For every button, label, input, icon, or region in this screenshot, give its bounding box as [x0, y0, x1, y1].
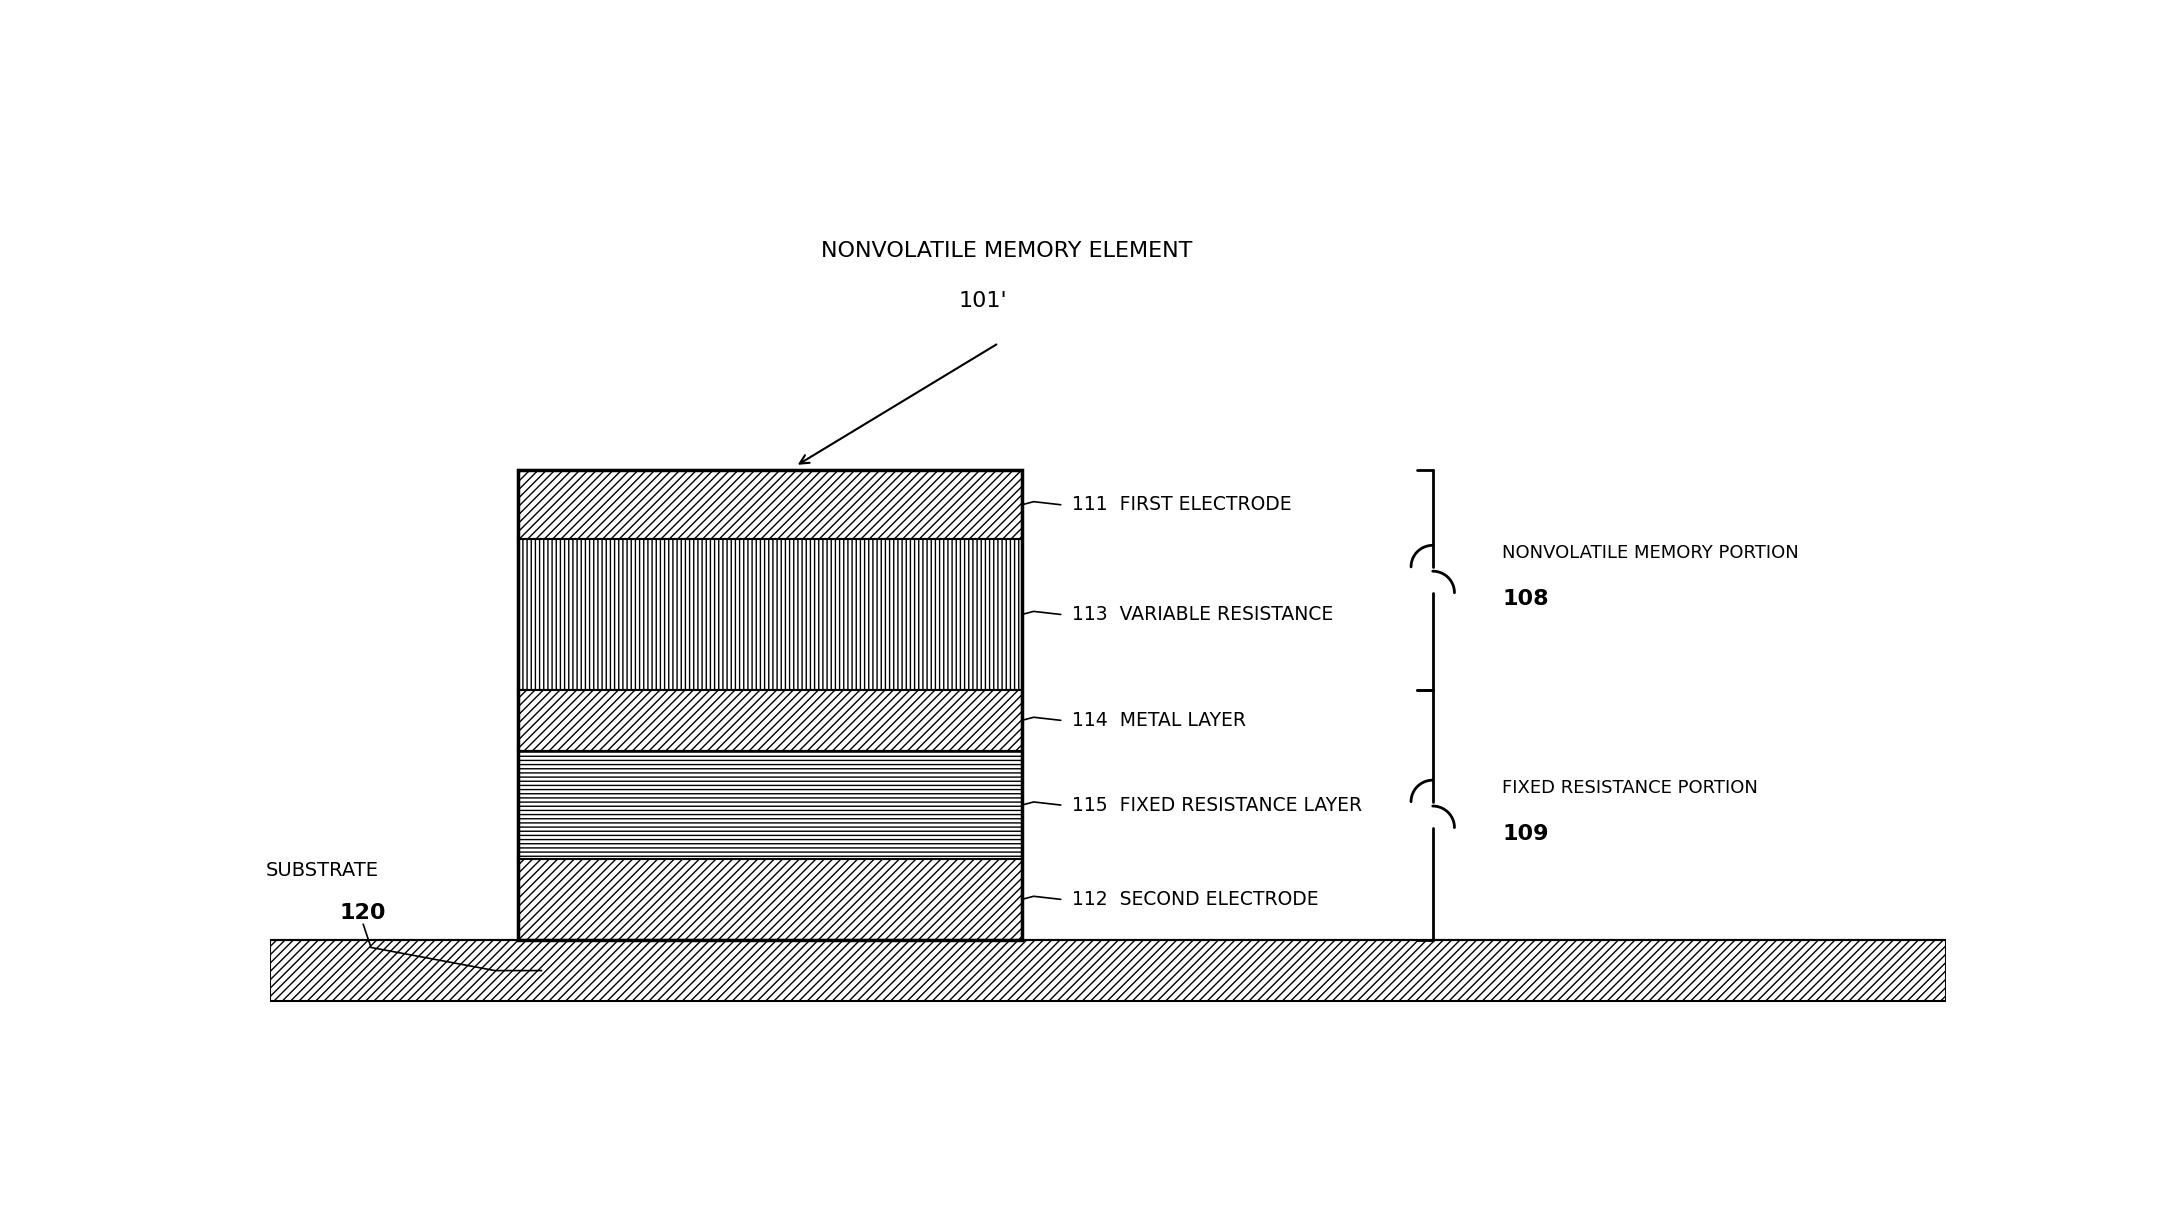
Text: 113  VARIABLE RESISTANCE: 113 VARIABLE RESISTANCE — [1072, 606, 1334, 624]
Text: 108: 108 — [1503, 589, 1550, 609]
Text: 112  SECOND ELECTRODE: 112 SECOND ELECTRODE — [1072, 890, 1319, 908]
Text: NONVOLATILE MEMORY ELEMENT: NONVOLATILE MEMORY ELEMENT — [822, 241, 1191, 260]
Text: 120: 120 — [339, 902, 387, 923]
Bar — [519, 858, 1023, 940]
Bar — [519, 689, 1023, 751]
Bar — [519, 751, 1023, 858]
Text: NONVOLATILE MEMORY PORTION: NONVOLATILE MEMORY PORTION — [1503, 544, 1799, 562]
Text: FIXED RESISTANCE PORTION: FIXED RESISTANCE PORTION — [1503, 778, 1758, 796]
Bar — [519, 471, 1023, 540]
Bar — [519, 471, 1023, 940]
Text: 109: 109 — [1503, 824, 1548, 844]
Text: 101': 101' — [960, 291, 1007, 311]
Text: 115  FIXED RESISTANCE LAYER: 115 FIXED RESISTANCE LAYER — [1072, 795, 1362, 815]
Bar — [270, 940, 1946, 1002]
Bar — [519, 540, 1023, 689]
Text: 111  FIRST ELECTRODE: 111 FIRST ELECTRODE — [1072, 495, 1293, 514]
Text: 114  METAL LAYER: 114 METAL LAYER — [1072, 711, 1245, 730]
Text: SUBSTRATE: SUBSTRATE — [266, 861, 378, 880]
